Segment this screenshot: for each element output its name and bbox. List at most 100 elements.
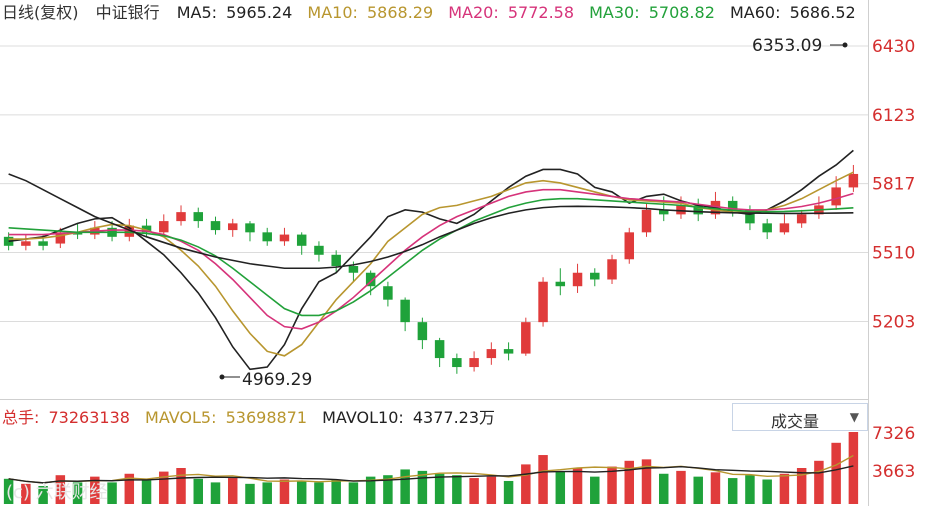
low-marker-dot bbox=[219, 374, 225, 380]
index-name: 中证银行 bbox=[96, 3, 160, 22]
candle-body bbox=[607, 259, 617, 280]
volume-bar bbox=[38, 486, 48, 504]
moving-average-lines bbox=[8, 149, 854, 371]
volume-bar bbox=[314, 482, 324, 504]
volume-bar bbox=[762, 479, 772, 504]
volume-bar bbox=[55, 475, 66, 504]
ma5-label: MA5: bbox=[177, 3, 217, 22]
volume-bar bbox=[538, 455, 548, 504]
mavol10-line bbox=[8, 465, 854, 484]
volume-bar bbox=[831, 442, 841, 504]
volume-bar bbox=[417, 470, 428, 504]
volume-bar bbox=[227, 478, 238, 504]
total-volume-label: 总手: bbox=[2, 408, 39, 427]
candle-body bbox=[521, 322, 531, 354]
candle-body bbox=[417, 322, 428, 341]
high-annotation: 6353.09 bbox=[752, 36, 822, 56]
candle-body bbox=[210, 221, 221, 231]
candle-body bbox=[296, 234, 307, 246]
ma30-label: MA30: bbox=[589, 3, 640, 22]
volume-tick-high: 7326 bbox=[872, 424, 915, 444]
volume-bar bbox=[296, 480, 307, 504]
ma-line-ma10 bbox=[8, 171, 854, 357]
volume-bar bbox=[245, 483, 255, 504]
volume-bars bbox=[3, 432, 859, 504]
candle-body bbox=[779, 223, 790, 233]
price-tick-label: 6430 bbox=[872, 37, 915, 57]
mavol5-line bbox=[8, 454, 854, 484]
candle-body bbox=[831, 187, 841, 206]
volume-bar bbox=[607, 466, 617, 504]
volume-bar bbox=[469, 478, 479, 504]
candle-body bbox=[72, 232, 83, 235]
candle-body bbox=[279, 234, 290, 242]
volume-bar bbox=[383, 475, 393, 504]
volume-bar bbox=[176, 468, 186, 504]
price-grid bbox=[0, 45, 868, 322]
volume-bar bbox=[107, 482, 117, 504]
volume-bar bbox=[124, 473, 135, 504]
candle-body bbox=[176, 212, 186, 222]
volume-bar bbox=[676, 470, 686, 504]
volume-bar bbox=[141, 480, 152, 504]
volume-bar bbox=[658, 473, 669, 504]
volume-bar bbox=[279, 479, 290, 504]
volume-bar bbox=[641, 459, 652, 504]
candle-body bbox=[693, 205, 703, 215]
ma-line-ma60 bbox=[8, 173, 854, 270]
candle-body bbox=[193, 212, 204, 222]
volume-bar bbox=[434, 473, 445, 504]
volume-bar bbox=[590, 476, 600, 504]
candle-body bbox=[38, 241, 48, 246]
candle-body bbox=[314, 245, 324, 255]
chevron-down-icon: ▼ bbox=[849, 410, 859, 424]
ma-line-ma30 bbox=[8, 197, 854, 317]
candle-body bbox=[452, 358, 462, 368]
mavol5-value: 53698871 bbox=[226, 408, 307, 427]
volume-bar bbox=[521, 464, 531, 504]
volume-bar bbox=[486, 476, 497, 504]
volume-bar bbox=[331, 479, 341, 504]
volume-bar bbox=[365, 476, 376, 504]
candle-body bbox=[676, 205, 686, 215]
volume-bar bbox=[572, 468, 583, 504]
candle-body bbox=[227, 223, 238, 231]
volume-bar bbox=[624, 460, 635, 504]
volume-bar bbox=[814, 460, 824, 504]
volume-bar bbox=[693, 476, 703, 504]
candle-body bbox=[641, 209, 652, 233]
volume-bar bbox=[3, 478, 14, 504]
candle-body bbox=[745, 209, 755, 224]
ma10-value: 5868.29 bbox=[367, 3, 433, 22]
candle-body bbox=[383, 286, 393, 300]
volume-header: 总手: 73263138 MAVOL5: 53698871 MAVOL10: 4… bbox=[2, 408, 495, 427]
candle-body bbox=[400, 299, 410, 323]
volume-bar bbox=[159, 471, 169, 504]
candle-body bbox=[658, 209, 669, 215]
candle-body bbox=[21, 241, 31, 246]
watermark: (c) 六联财经 bbox=[6, 482, 108, 503]
price-tick-label: 5510 bbox=[872, 244, 915, 264]
candle-body bbox=[245, 223, 255, 233]
ma-line-ma5 bbox=[8, 149, 854, 371]
volume-bar bbox=[503, 480, 514, 504]
price-tick-label: 5203 bbox=[872, 312, 915, 332]
price-tick-label: 6123 bbox=[872, 106, 915, 126]
ma30-value: 5708.82 bbox=[649, 3, 715, 22]
volume-bar bbox=[779, 473, 790, 504]
candle-body bbox=[503, 349, 514, 354]
volume-bar bbox=[90, 476, 100, 504]
mavol5-label: MAVOL5: bbox=[145, 408, 216, 427]
volume-bar bbox=[796, 468, 807, 504]
volume-bar bbox=[555, 471, 566, 504]
ma-line-ma20 bbox=[8, 188, 854, 330]
high-marker-dot bbox=[842, 42, 848, 48]
ma5-value: 5965.24 bbox=[226, 3, 292, 22]
candle-body bbox=[348, 266, 359, 273]
ma10-label: MA10: bbox=[307, 3, 358, 22]
indicator-dropdown[interactable]: 成交量 ▼ bbox=[732, 403, 868, 431]
candle-body bbox=[331, 254, 341, 267]
volume-tick-mid: 3663 bbox=[872, 462, 915, 482]
ma20-label: MA20: bbox=[448, 3, 499, 22]
